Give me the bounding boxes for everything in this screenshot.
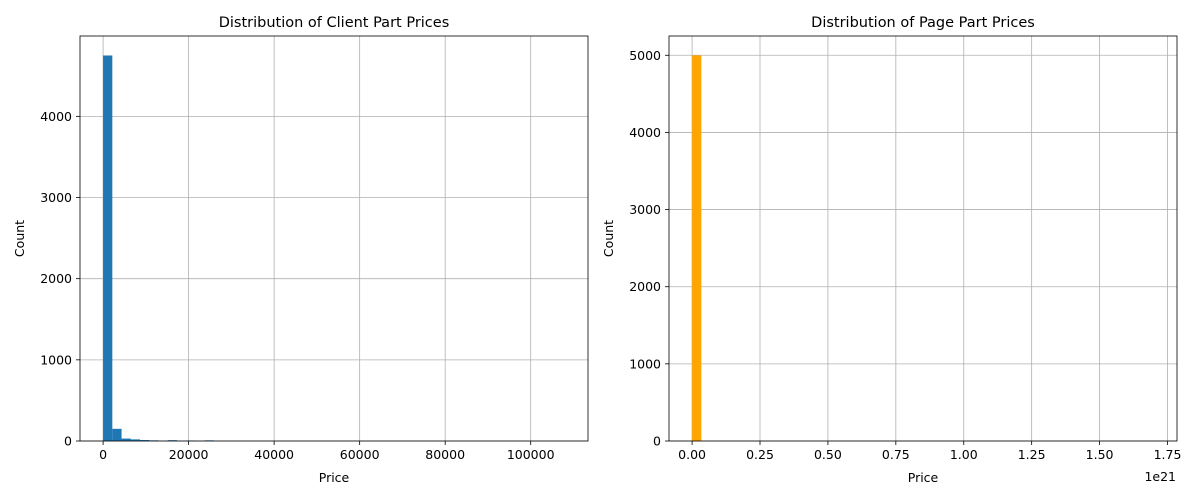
x-tick-label: 1.50 bbox=[1086, 447, 1114, 462]
histogram-bar bbox=[140, 440, 150, 441]
axes-frame bbox=[79, 35, 589, 442]
y-tick-label: 1000 bbox=[629, 356, 661, 371]
y-tick-label: 1000 bbox=[40, 352, 72, 367]
x-tick-label: 0.25 bbox=[746, 447, 774, 462]
x-tick-label: 60000 bbox=[340, 447, 380, 462]
y-tick-label: 2000 bbox=[629, 279, 661, 294]
y-axis-label: Count bbox=[12, 220, 27, 257]
histogram-bar bbox=[167, 440, 177, 441]
y-tick-label: 0 bbox=[64, 434, 72, 449]
x-offset-label: 1e21 bbox=[1144, 469, 1176, 484]
x-axis-label: Price bbox=[319, 470, 350, 485]
client-price-histogram: 0 20000 40000 60000 80000 100000 0 1000 2000 3000… bbox=[12, 15, 589, 485]
y-tick-label: 5000 bbox=[629, 48, 661, 63]
x-tick-label: 20000 bbox=[169, 447, 209, 462]
x-tick-label: 0.50 bbox=[814, 447, 842, 462]
histogram-bar bbox=[103, 55, 113, 442]
histogram-bar bbox=[121, 438, 131, 441]
y-tick-label: 2000 bbox=[40, 271, 72, 286]
chart-title: Distribution of Client Part Prices bbox=[219, 15, 450, 31]
x-tick-label: 0.75 bbox=[882, 447, 910, 462]
y-tick-label: 0 bbox=[653, 434, 661, 449]
y-tick-label: 3000 bbox=[40, 190, 72, 205]
x-axis-label: Price bbox=[908, 470, 939, 485]
histogram-bar bbox=[692, 55, 702, 442]
x-tick-label: 80000 bbox=[425, 447, 465, 462]
y-tick-label: 3000 bbox=[629, 202, 661, 217]
axes-frame bbox=[668, 35, 1178, 442]
x-tick-label: 40000 bbox=[254, 447, 294, 462]
y-tick-label: 4000 bbox=[40, 109, 72, 124]
y-axis-label: Count bbox=[601, 220, 616, 257]
x-tick-label: 1.75 bbox=[1154, 447, 1182, 462]
chart-title: Distribution of Page Part Prices bbox=[811, 15, 1035, 31]
x-tick-label: 100000 bbox=[507, 447, 555, 462]
histogram-bar bbox=[112, 428, 122, 441]
x-tick-label: 1.25 bbox=[1018, 447, 1046, 462]
x-tick-label: 0 bbox=[99, 447, 107, 462]
y-tick-label: 4000 bbox=[629, 125, 661, 140]
x-tick-label: 1.00 bbox=[950, 447, 978, 462]
x-tick-label: 0.00 bbox=[678, 447, 706, 462]
page-price-histogram: 0.00 0.25 0.50 0.75 1.00 1.25 1.50 1.75 0 1000 200… bbox=[601, 15, 1181, 485]
histogram-bar bbox=[130, 439, 141, 441]
